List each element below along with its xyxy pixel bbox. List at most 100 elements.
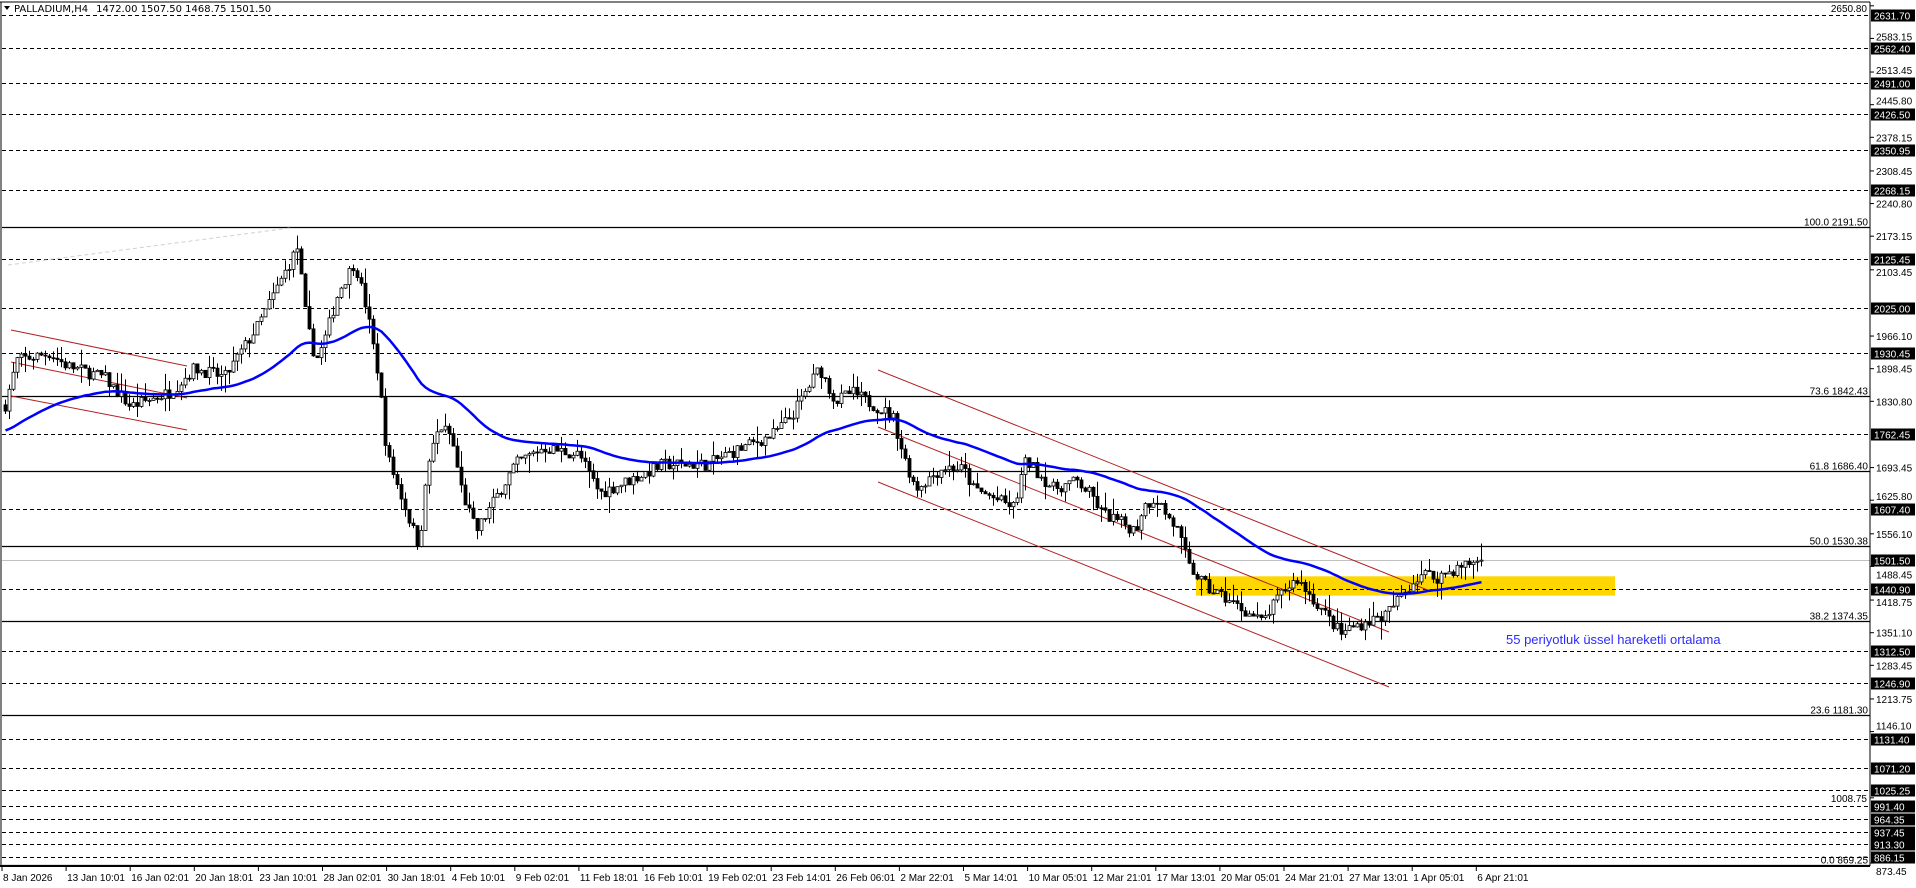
candle-bear <box>715 455 720 460</box>
price-tick-label: 2308.45 <box>1876 167 1913 178</box>
candle-bull <box>191 363 196 380</box>
candle-bull <box>523 454 528 459</box>
candle-bull <box>443 425 448 431</box>
candle-bull <box>707 460 712 471</box>
symbol-caption: PALLADIUM,H4 <box>14 4 88 15</box>
candle-bear <box>563 448 568 456</box>
candle-bull <box>663 458 668 461</box>
channel-line <box>877 481 1390 688</box>
chart-header: PALLADIUM,H4 1472.00 1507.50 1468.75 150… <box>4 4 271 15</box>
price-level-tag-label: 1930.45 <box>1874 350 1911 361</box>
candle-bear <box>1443 572 1448 575</box>
candle-bull <box>959 464 964 471</box>
candle-bull <box>243 340 248 350</box>
time-tick-label: 6 Apr 21:01 <box>1477 873 1529 884</box>
candle-bull <box>495 493 500 498</box>
price-level-tag-label: 964.35 <box>1874 816 1905 827</box>
candle-bull <box>1279 589 1284 596</box>
price-level-tag <box>1871 784 1915 797</box>
price-level-tag <box>1871 302 1915 315</box>
candle-bear <box>1095 495 1100 509</box>
candle-bull <box>807 386 812 392</box>
candle-bull <box>639 476 644 482</box>
candle-bull <box>335 296 340 316</box>
price-level-tag-label: 1762.45 <box>1874 431 1911 442</box>
price-level-tag <box>1871 851 1915 864</box>
ema-layer <box>5 325 1482 595</box>
candle-bear <box>1351 625 1356 628</box>
candle-bear <box>463 484 468 506</box>
candle-bull <box>275 284 280 294</box>
candle-bear <box>375 343 380 374</box>
candle-bear <box>1311 593 1316 605</box>
price-tick-label: 1283.45 <box>1876 661 1913 672</box>
candle-bull <box>1319 607 1324 610</box>
time-tick-label: 24 Mar 21:01 <box>1285 873 1344 884</box>
time-tick-label: 2 Mar 22:01 <box>900 873 954 884</box>
candle-bull <box>1255 614 1260 617</box>
candle-bear <box>1203 575 1208 580</box>
price-level-tag <box>1871 762 1915 775</box>
horizontal-levels-layer <box>2 15 1870 858</box>
triangle-down-icon[interactable] <box>4 6 10 10</box>
candle-bear <box>1223 591 1228 603</box>
channel-line <box>10 361 188 399</box>
candle-bull <box>859 391 864 396</box>
candle-bear <box>1451 571 1456 576</box>
fibonacci-level-label: 0.0 869.25 <box>1821 856 1869 867</box>
candle-bear <box>1075 476 1080 481</box>
candle-bull <box>1423 570 1428 576</box>
candle-bear <box>635 476 640 482</box>
candle-bear <box>195 363 200 374</box>
candle-bull <box>431 442 436 462</box>
price-level-tag <box>1871 838 1915 851</box>
candle-bull <box>479 518 484 532</box>
candle-bear <box>1259 614 1264 618</box>
price-tick-label: 1966.10 <box>1876 332 1913 343</box>
time-axis[interactable]: 8 Jan 2026 13 Jan 10:01 16 Jan 02:01 20 Jan… <box>1 866 1529 884</box>
candle-bear <box>1171 517 1176 527</box>
candle-bear <box>579 450 584 459</box>
candle-bear <box>467 504 472 509</box>
candle-bear <box>583 457 588 462</box>
candle-bear <box>399 484 404 500</box>
candle-bull <box>659 459 664 470</box>
candle-bear <box>599 488 604 492</box>
candle-bear <box>143 396 148 401</box>
candle-bull <box>1139 515 1144 531</box>
time-tick-label: 26 Feb 06:01 <box>836 873 895 884</box>
candle-bear <box>863 391 868 396</box>
candle-bull <box>207 366 212 378</box>
candle-bull <box>1479 559 1484 562</box>
candle-bear <box>647 471 652 477</box>
candle-bull <box>623 477 628 486</box>
price-level-tag <box>1871 503 1915 516</box>
candle-bear <box>1375 615 1380 618</box>
candle-bull <box>1263 615 1268 618</box>
candle-bear <box>867 395 872 408</box>
candle-bear <box>547 451 552 454</box>
candle-bull <box>1131 526 1136 534</box>
current-price-tag-label: 1501.50 <box>1874 557 1911 568</box>
candle-bear <box>1195 574 1200 580</box>
candle-bull <box>803 390 808 397</box>
candle-bull <box>631 476 636 486</box>
candle-bull <box>1463 560 1468 568</box>
price-tick-label: 1625.80 <box>1876 492 1913 503</box>
candle-bear <box>1283 589 1288 592</box>
candle-bear <box>543 448 548 453</box>
candle-bear <box>751 439 756 443</box>
candle-bear <box>1147 503 1152 508</box>
time-tick-label: 5 Mar 14:01 <box>965 873 1019 884</box>
candle-bear <box>567 454 572 459</box>
candle-bull <box>7 388 12 412</box>
candle-bear <box>759 442 764 446</box>
candle-bull <box>1439 572 1444 584</box>
candle-bear <box>1175 525 1180 528</box>
candle-bear <box>1079 479 1084 489</box>
candle-bear <box>1235 600 1240 604</box>
price-tick-label: 2173.15 <box>1876 232 1913 243</box>
candle-bull <box>423 484 428 531</box>
